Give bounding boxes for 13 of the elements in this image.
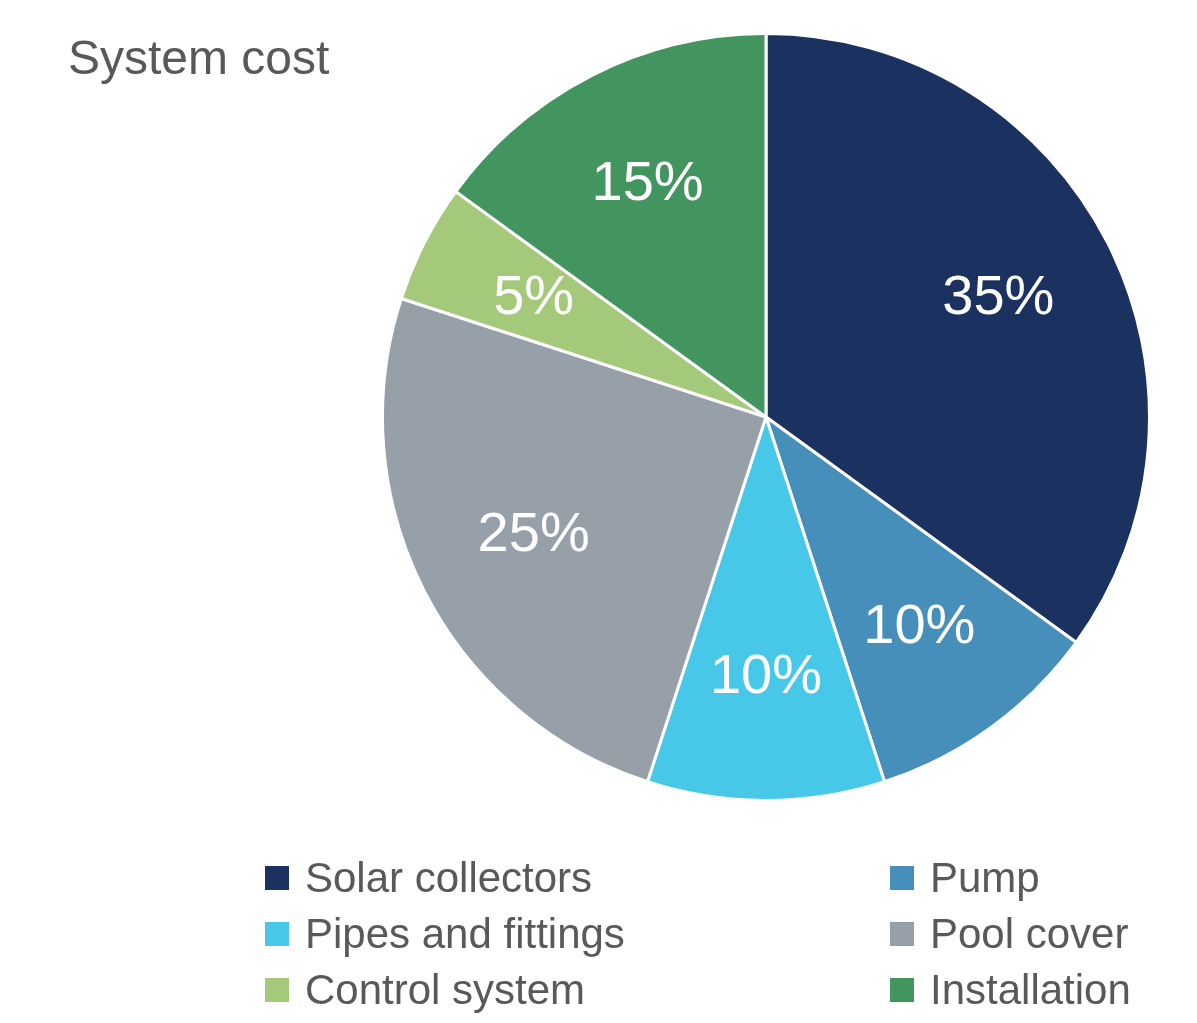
data-label: 5% bbox=[493, 263, 575, 327]
legend-label: Installation bbox=[930, 965, 1131, 1015]
legend-label: Pump bbox=[930, 853, 1040, 903]
legend-label: Solar collectors bbox=[305, 853, 593, 903]
data-label: 10% bbox=[863, 592, 976, 656]
data-label: 10% bbox=[709, 642, 823, 706]
chart-title: System cost bbox=[68, 31, 330, 84]
legend-label: Pool cover bbox=[930, 909, 1129, 959]
data-label: 35% bbox=[942, 263, 1055, 327]
data-label: 25% bbox=[477, 499, 590, 563]
legend-label: Pipes and fittings bbox=[305, 909, 625, 959]
data-label: 15% bbox=[591, 149, 704, 213]
legend-label: Control system bbox=[305, 965, 586, 1015]
